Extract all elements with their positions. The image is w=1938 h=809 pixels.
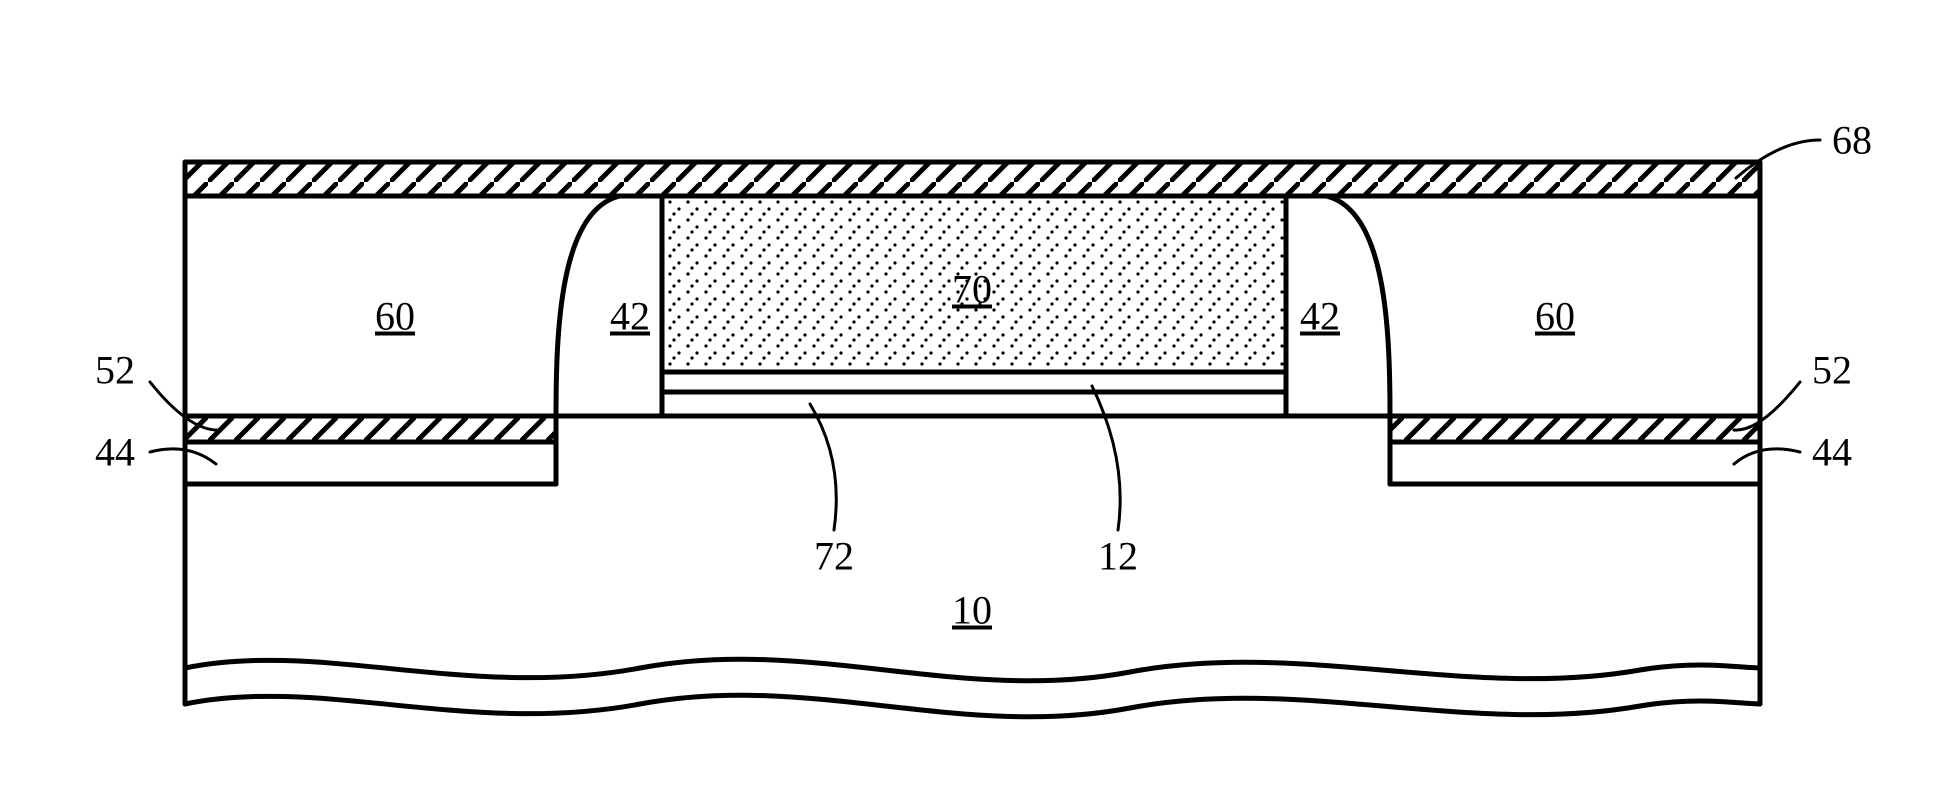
label-60-left: 60	[375, 293, 415, 340]
device-drawing	[185, 162, 1760, 717]
layer-68	[185, 162, 1760, 196]
label-52-left: 52	[95, 347, 135, 394]
label-60-right: 60	[1535, 293, 1575, 340]
layer-12	[662, 372, 1286, 392]
label-44-right: 44	[1812, 429, 1852, 476]
label-70: 70	[952, 266, 992, 313]
label-68: 68	[1832, 117, 1872, 164]
layer-52-right	[1390, 416, 1760, 442]
cross-section-svg	[0, 0, 1938, 809]
label-12: 12	[1098, 533, 1138, 580]
label-44-left: 44	[95, 429, 135, 476]
substrate-break-bottom	[185, 695, 1760, 717]
label-42-right: 42	[1300, 293, 1340, 340]
diagram-stage: 68 60 60 42 42 70 52 52 44 44 72 12 10	[0, 0, 1938, 809]
label-72: 72	[814, 533, 854, 580]
region-44-left	[185, 442, 556, 484]
substrate-break-top	[185, 659, 1760, 681]
layer-72	[662, 392, 1286, 416]
label-52-right: 52	[1812, 347, 1852, 394]
layer-52-left	[185, 416, 556, 442]
leader-72	[810, 404, 836, 530]
label-10: 10	[952, 587, 992, 634]
label-42-left: 42	[610, 293, 650, 340]
region-44-right	[1390, 442, 1760, 484]
